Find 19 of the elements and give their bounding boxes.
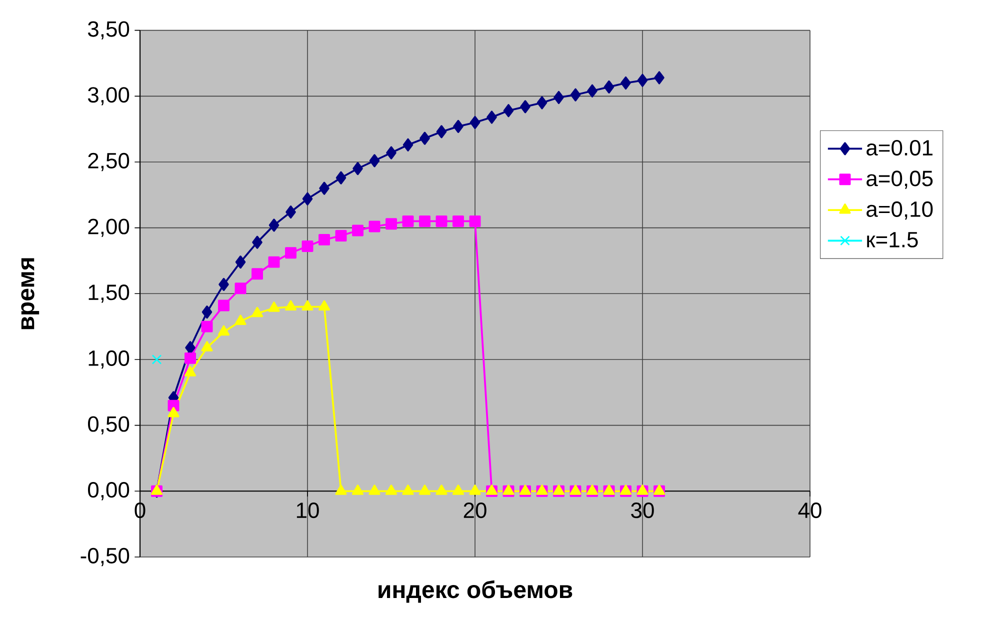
x-tick-label: 40 (798, 502, 822, 518)
y-tick-label: 3,50 (88, 21, 130, 40)
x-tick-label: 10 (296, 502, 319, 518)
x-tick-label: 30 (631, 502, 654, 518)
y-tick-label: -0,50 (80, 548, 130, 566)
y-axis-title: время (21, 258, 40, 330)
x-axis-title: индекс объемов (378, 580, 572, 603)
y-tick-label: 0,50 (88, 416, 130, 434)
y-tick-label: 1,00 (88, 350, 130, 369)
y-tick-label: 1,50 (88, 284, 130, 303)
legend-label: a=0,10 (866, 201, 933, 220)
legend-label: к=1.5 (867, 232, 918, 248)
y-tick-label: 2,50 (88, 152, 130, 172)
legend-label: a=0.01 (866, 140, 932, 156)
legend-label: a=0,05 (866, 170, 933, 189)
y-tick-label: 2,00 (88, 218, 130, 237)
y-tick-label: 3,00 (88, 87, 130, 106)
y-tick-label: 0,00 (88, 482, 130, 500)
x-tick-label: 20 (464, 502, 486, 518)
